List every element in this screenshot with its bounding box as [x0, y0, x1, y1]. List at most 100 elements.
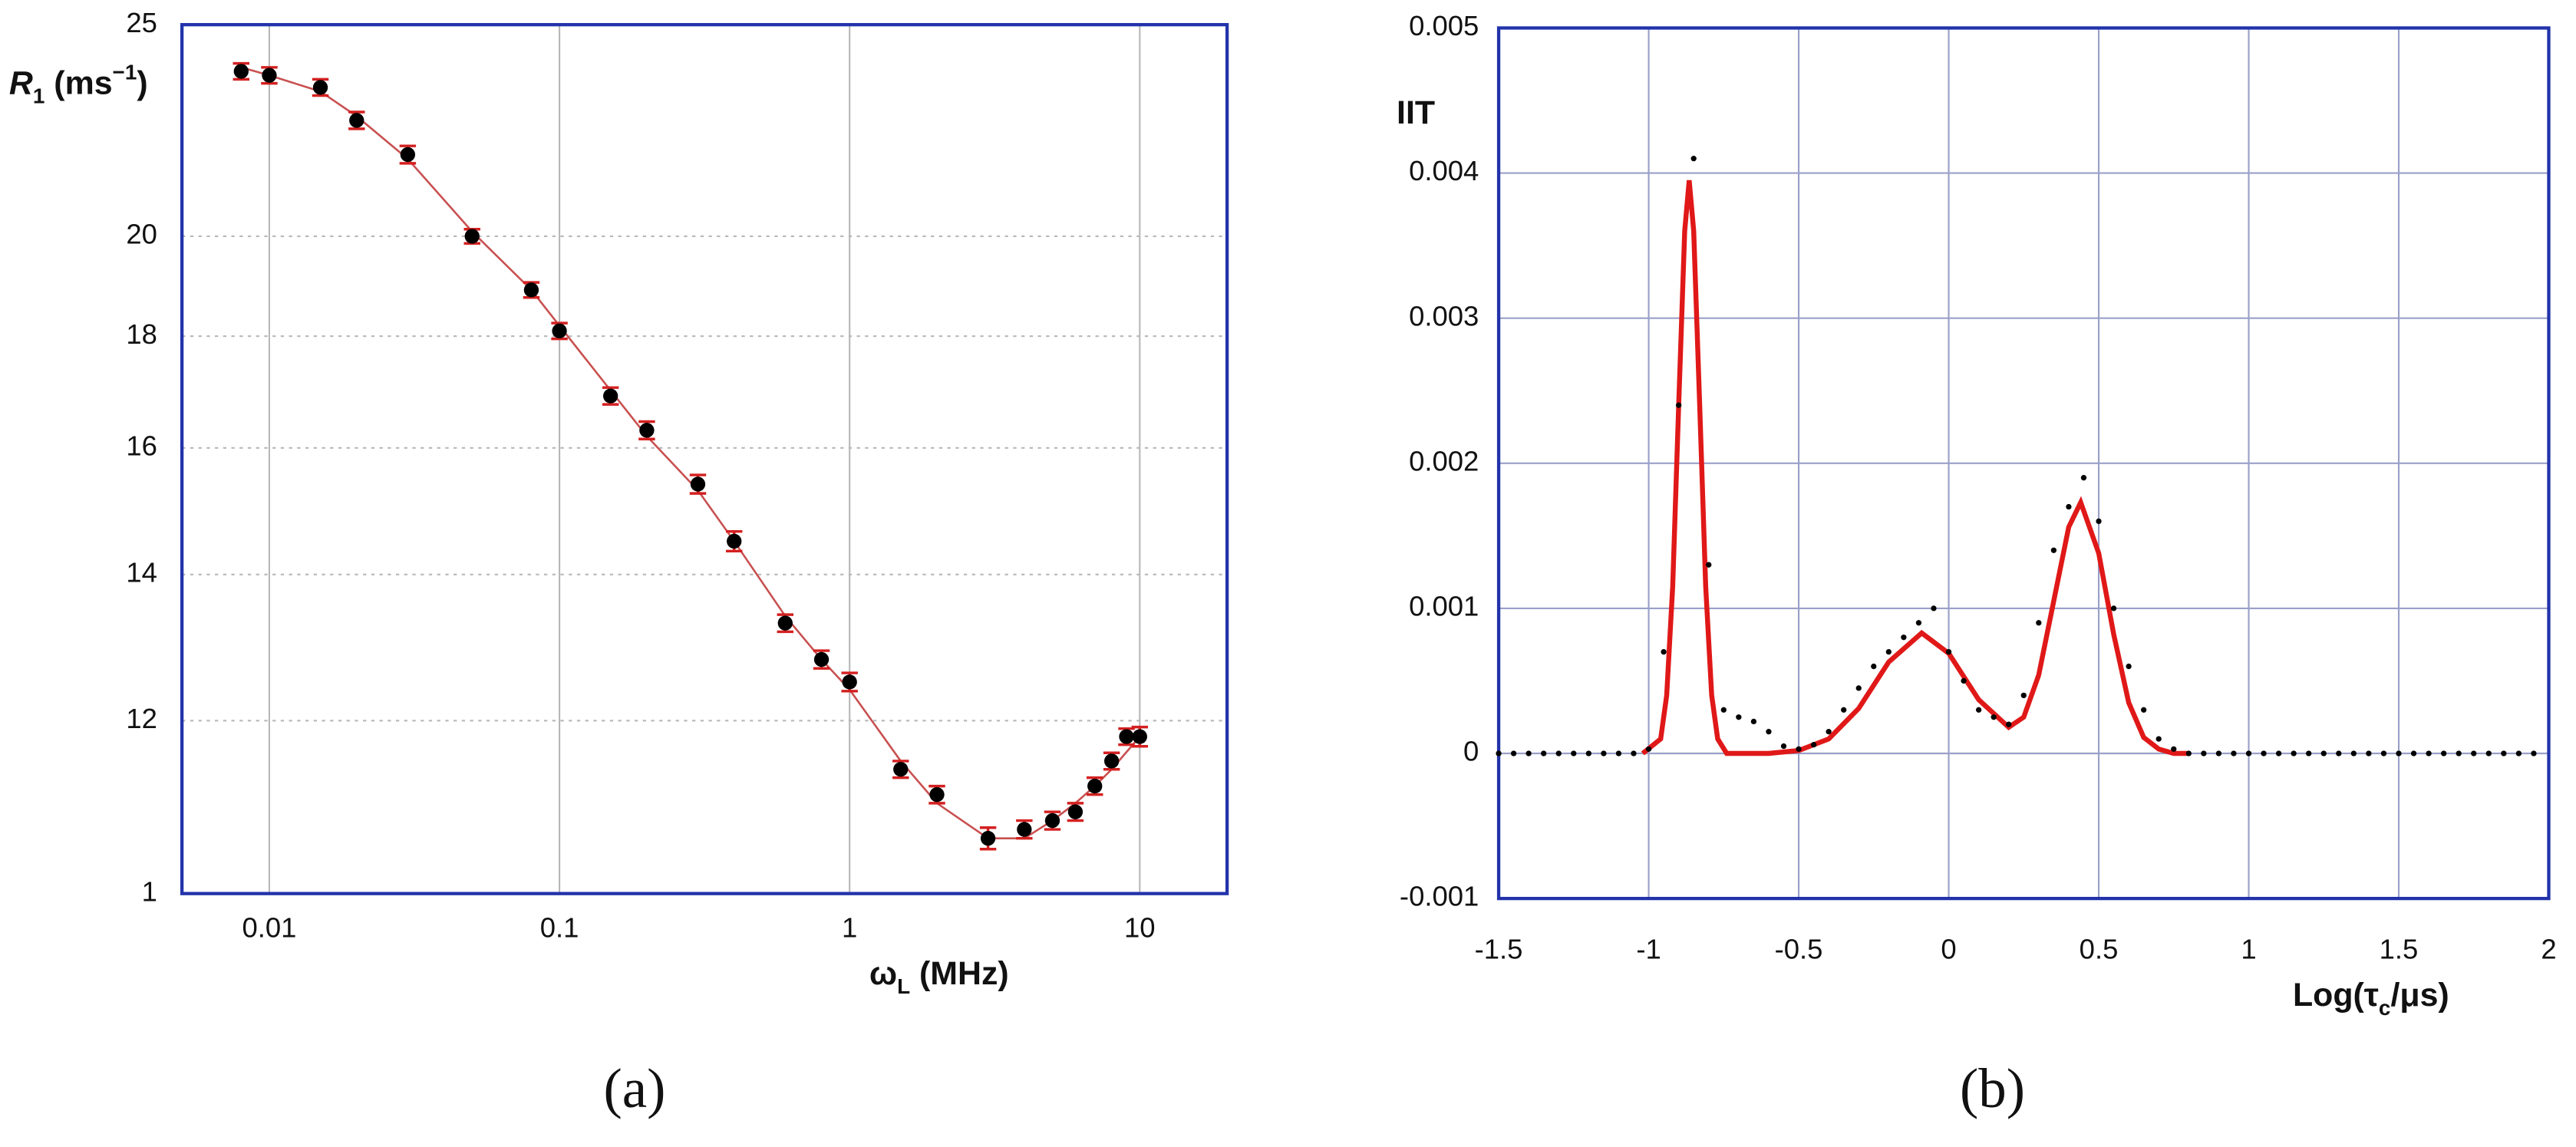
data-point [2110, 605, 2117, 611]
data-point [1119, 729, 1134, 744]
x-tick-label: -0.5 [1775, 933, 1823, 964]
data-point [603, 388, 618, 404]
y-tick-label: 0.004 [1409, 155, 1479, 186]
data-point [1690, 156, 1697, 162]
y-tick-label: 25 [126, 7, 157, 38]
data-point [2261, 750, 2267, 756]
axis-title: ωL (MHz) [869, 955, 1009, 998]
data-point [2020, 692, 2027, 699]
data-point [2471, 750, 2477, 756]
y-tick-label: 0.003 [1409, 300, 1479, 331]
data-point [1087, 778, 1103, 794]
data-point [1571, 750, 1577, 756]
data-point [2231, 750, 2237, 756]
axis-title-part: IIT [1397, 94, 1435, 131]
caption: (a) [604, 1057, 666, 1119]
data-point [2291, 750, 2297, 756]
axis-title-part: (ms [45, 65, 112, 102]
data-point [2185, 750, 2192, 756]
axis-title: Log(τc/μs) [2293, 977, 2449, 1020]
data-point [1601, 750, 1607, 756]
data-point [1736, 714, 1742, 720]
data-point [2531, 750, 2537, 756]
data-point [1132, 729, 1147, 744]
data-point [1585, 750, 1591, 756]
data-point [1931, 605, 1937, 611]
data-point [777, 615, 793, 631]
axis-title: R1 (ms−1) [9, 60, 148, 107]
data-point [1720, 707, 1727, 713]
x-tick-label: 2 [2541, 933, 2556, 964]
data-point [464, 229, 480, 244]
data-point [1901, 634, 1907, 641]
y-tick-label: 14 [126, 556, 157, 588]
data-point [1885, 648, 1892, 655]
y-tick-label: 12 [126, 703, 157, 734]
data-point [1841, 707, 1847, 713]
data-point [2050, 547, 2057, 553]
data-point [2201, 750, 2207, 756]
data-point [1796, 746, 1802, 752]
data-point [2456, 750, 2462, 756]
axis-title-part: 1 [33, 84, 45, 107]
data-point [523, 282, 539, 298]
data-point [1706, 562, 1712, 568]
data-point [2396, 750, 2402, 756]
y-tick-label: -0.001 [1400, 881, 1479, 912]
data-point [690, 476, 706, 492]
data-point [1555, 750, 1562, 756]
x-tick-label: 0.01 [242, 911, 296, 943]
x-tick-label: 10 [1124, 911, 1156, 943]
axis-title-part: ) [137, 65, 147, 102]
y-tick-label: 0.002 [1409, 445, 1479, 476]
axis-title-part: c [2379, 996, 2391, 1020]
data-point [813, 651, 830, 667]
data-point [2410, 750, 2417, 756]
axis-title-part: L [897, 974, 910, 998]
data-point [1945, 648, 1952, 655]
data-point [2426, 750, 2432, 756]
data-point [1631, 750, 1637, 756]
data-point [2245, 750, 2252, 756]
data-point [1961, 677, 1967, 684]
data-point [1855, 685, 1862, 691]
axis-title-part: Log(τ [2293, 977, 2379, 1014]
y-tick-label: 0 [1463, 736, 1479, 767]
data-point [1044, 812, 1060, 829]
data-point [1975, 707, 1982, 713]
caption: (b) [1960, 1057, 2025, 1119]
data-point [1525, 750, 1532, 756]
data-point [2350, 750, 2357, 756]
y-tick-label: 0.001 [1409, 591, 1479, 622]
y-tick-label: 20 [126, 219, 157, 250]
axis-title-part: R [9, 65, 33, 102]
data-point [2080, 475, 2087, 481]
data-point [1104, 753, 1120, 769]
fit-line [240, 66, 1141, 839]
data-point [1766, 728, 1772, 735]
fit-line [1641, 180, 2189, 756]
data-point [2215, 750, 2222, 756]
data-point [1661, 648, 1667, 655]
data-point [1871, 663, 1877, 670]
data-point [1541, 750, 1547, 756]
x-tick-label: 1 [842, 911, 857, 943]
data-point [1810, 742, 1817, 748]
data-point [400, 147, 416, 163]
data-point [1991, 714, 1997, 720]
data-point [1826, 728, 1832, 735]
data-point [1615, 750, 1622, 756]
data-point [349, 113, 364, 128]
data-point [2036, 620, 2042, 626]
data-point [1780, 743, 1787, 750]
data-point [312, 80, 328, 95]
data-point [980, 831, 996, 846]
plot-frame [1496, 26, 2551, 901]
x-tick-label: 1.5 [2380, 933, 2419, 964]
data-point [2141, 707, 2147, 713]
data-point [1750, 718, 1757, 725]
axis-title-part: /μs) [2390, 977, 2449, 1014]
data-point [929, 787, 945, 803]
